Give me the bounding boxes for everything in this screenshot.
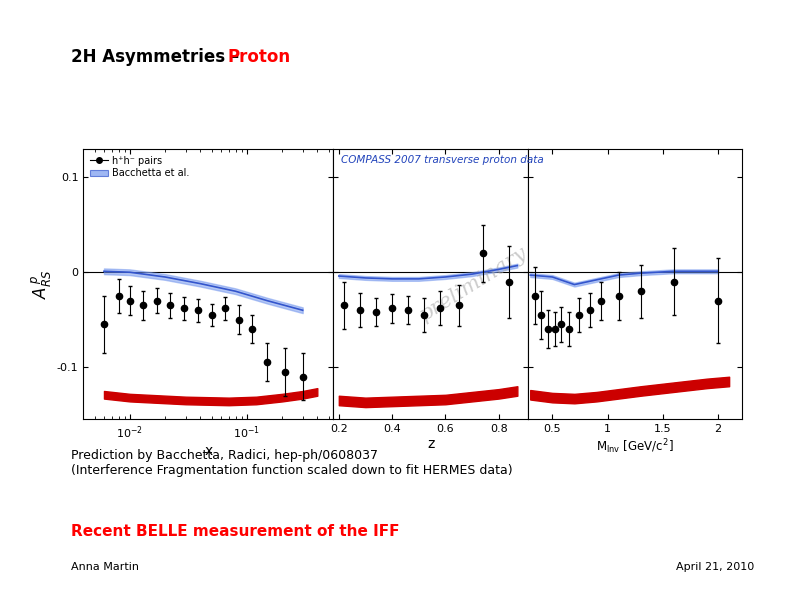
X-axis label: z: z: [427, 437, 434, 451]
Text: $A^{\,p}_{RS}$: $A^{\,p}_{RS}$: [29, 270, 54, 299]
Text: 1: 1: [338, 314, 345, 324]
Legend: h⁺h⁻ pairs, Bacchetta et al.: h⁺h⁻ pairs, Bacchetta et al.: [88, 154, 191, 180]
X-axis label: x: x: [204, 444, 213, 458]
Text: 2H Asymmetries –: 2H Asymmetries –: [71, 48, 245, 65]
Text: Recent BELLE measurement of the IFF: Recent BELLE measurement of the IFF: [71, 524, 400, 538]
Text: Proton: Proton: [228, 48, 291, 65]
Text: Anna Martin: Anna Martin: [71, 562, 140, 572]
Text: April 21, 2010: April 21, 2010: [676, 562, 754, 572]
Text: Prediction by Bacchetta, Radici, hep-ph/0608037
(Interference Fragmentation func: Prediction by Bacchetta, Radici, hep-ph/…: [71, 449, 513, 477]
Text: COMPASS 2007 transverse proton data: COMPASS 2007 transverse proton data: [341, 155, 544, 165]
Text: preliminary: preliminary: [416, 243, 530, 325]
X-axis label: $\mathregular{M_{Inv}\ [GeV/c^2]}$: $\mathregular{M_{Inv}\ [GeV/c^2]}$: [596, 437, 674, 456]
